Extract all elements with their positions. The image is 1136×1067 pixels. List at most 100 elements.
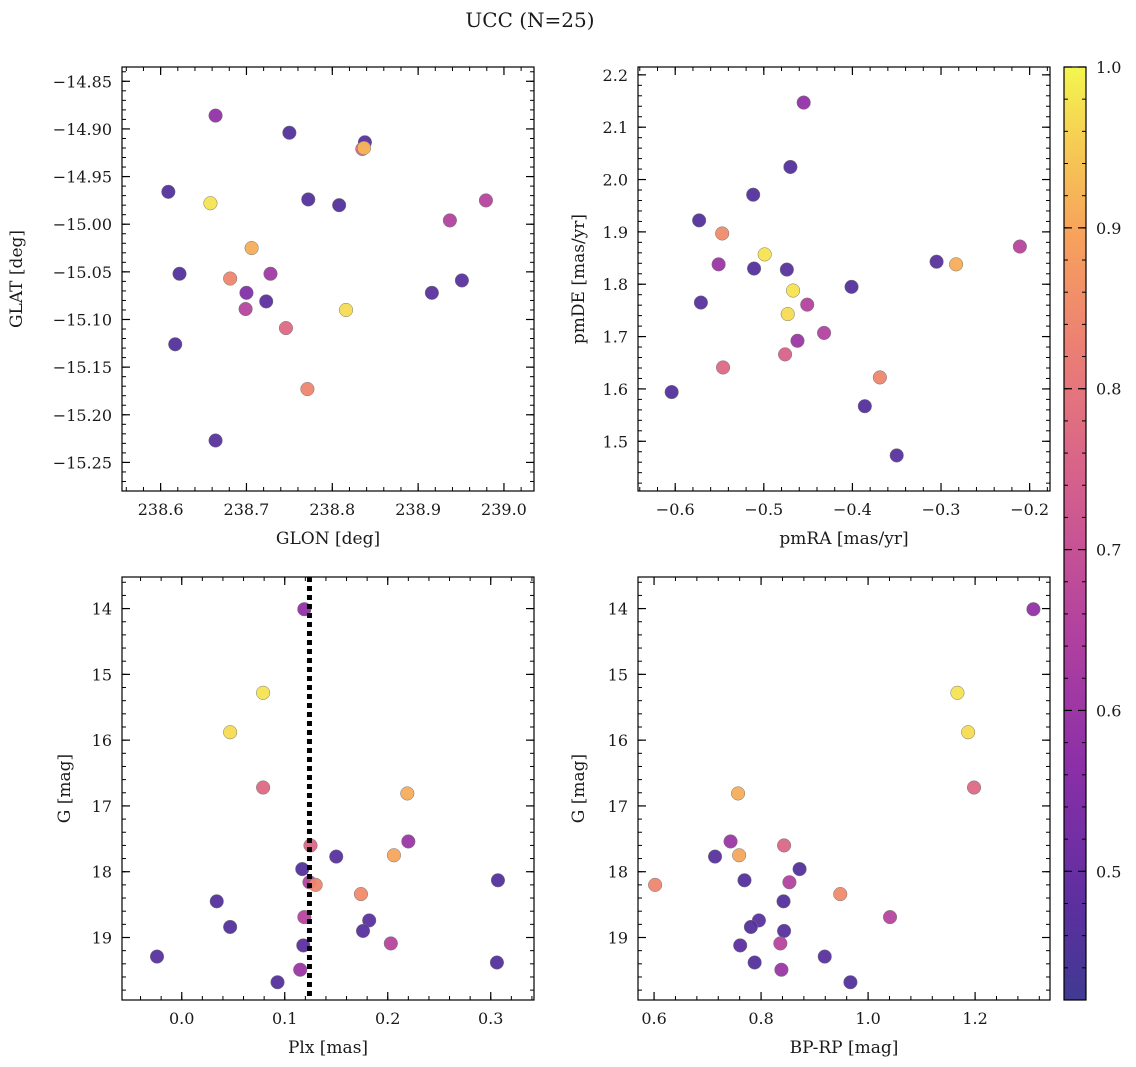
panel-pmra-pmde: −0.6 −0.5 −0.4 −0.3 −0.2 1.5 1.6 1.7 1.8 1.9 2.0 2.… <box>569 66 1051 549</box>
y-tick-label: 1.8 <box>603 275 628 294</box>
data-point <box>843 975 858 990</box>
data-point <box>929 254 944 269</box>
data-point <box>149 949 165 964</box>
data-point <box>386 848 401 863</box>
data-point <box>737 873 752 888</box>
data-point <box>716 360 731 375</box>
colorbar-tick-label: 0.5 <box>1096 862 1121 881</box>
x-tick-label: 238.9 <box>395 500 441 519</box>
y-tick-label: 14 <box>608 600 628 619</box>
data-point <box>239 285 254 300</box>
data-point <box>693 295 708 310</box>
data-point <box>400 786 415 801</box>
data-point <box>263 266 278 281</box>
x-axis-label: pmRA [mas/yr] <box>779 529 908 549</box>
data-point <box>711 257 726 272</box>
data-point <box>777 838 792 853</box>
data-point <box>355 923 371 938</box>
data-point <box>209 894 224 909</box>
data-point <box>715 226 730 241</box>
data-point <box>478 193 493 208</box>
y-tick-label: −14.85 <box>53 72 112 91</box>
data-point <box>844 279 859 294</box>
x-tick-label: −0.6 <box>656 500 695 519</box>
colorbar-tick-label: 0.8 <box>1096 380 1121 399</box>
data-point <box>383 936 398 951</box>
data-point <box>203 196 218 211</box>
y-axis-label: G [mag] <box>55 754 75 823</box>
y-tick-label: −14.95 <box>53 168 112 187</box>
data-point <box>300 381 315 397</box>
y-tick-label: 19 <box>92 929 112 948</box>
plot-frame <box>637 66 1051 492</box>
data-point <box>168 337 183 352</box>
x-tick-label: 238.8 <box>309 500 355 519</box>
data-point <box>782 875 797 890</box>
data-point <box>329 849 344 864</box>
colorbar-gradient <box>1063 66 1087 1001</box>
data-point <box>757 247 772 262</box>
data-point <box>731 786 746 801</box>
data-point <box>424 285 439 300</box>
y-tick-label: −14.90 <box>53 120 112 139</box>
data-point <box>244 240 259 256</box>
colorbar-tick-label: 1.0 <box>1096 58 1121 77</box>
data-point <box>161 184 176 199</box>
data-point <box>442 213 457 228</box>
data-point <box>872 370 887 385</box>
colorbar-tick-label: 0.6 <box>1096 701 1121 720</box>
x-tick-label: 238.6 <box>138 500 184 519</box>
data-point <box>208 108 223 123</box>
data-point <box>256 685 271 700</box>
data-point <box>357 140 372 156</box>
x-axis-label: GLON [deg] <box>276 529 380 549</box>
data-point <box>259 294 274 309</box>
data-point <box>648 877 663 892</box>
data-point <box>282 125 297 140</box>
data-point <box>733 938 748 953</box>
y-tick-label: 1.9 <box>603 223 628 242</box>
data-point <box>664 385 679 400</box>
y-tick-label: 2.1 <box>603 118 628 137</box>
data-point <box>353 887 369 902</box>
data-point <box>238 301 253 317</box>
colorbar: 0.5 0.6 0.7 0.8 0.9 1.0 <box>1063 58 1121 1001</box>
y-tick-label: −15.00 <box>53 215 112 234</box>
data-point <box>223 919 238 935</box>
y-tick-label: 14 <box>92 600 112 619</box>
panel-plx-g: 0.0 0.1 0.2 0.3 14 15 16 17 18 19 Plx [mas] G [mag] <box>55 576 535 1058</box>
y-tick-label: 1.7 <box>603 328 628 347</box>
y-tick-label: 15 <box>92 665 112 684</box>
x-tick-label: 239.0 <box>481 500 527 519</box>
x-axis-label: Plx [mas] <box>288 1038 368 1058</box>
data-point <box>1012 239 1027 254</box>
data-point <box>732 848 747 863</box>
x-tick-label: 238.7 <box>224 500 270 519</box>
data-point <box>338 302 354 318</box>
y-tick-label: −15.20 <box>53 406 112 425</box>
data-point <box>882 910 898 925</box>
data-point <box>692 213 707 228</box>
panel-bprp-g: 0.6 0.8 1.0 1.2 14 15 16 17 18 19 BP-RP [mag] G [ma… <box>569 576 1051 1058</box>
data-point <box>223 271 238 286</box>
x-tick-label: 1.0 <box>855 1009 880 1028</box>
plot-frame <box>121 66 535 492</box>
y-tick-label: 15 <box>608 665 628 684</box>
data-point <box>796 95 811 110</box>
data-point <box>783 159 798 175</box>
data-point <box>800 297 815 312</box>
data-point <box>773 936 788 951</box>
data-point <box>256 780 271 795</box>
y-tick-label: 1.6 <box>603 380 628 399</box>
data-point <box>301 192 316 207</box>
data-point <box>833 887 848 902</box>
y-tick-label: 18 <box>92 863 112 882</box>
x-tick-label: −0.2 <box>1010 500 1049 519</box>
data-point <box>296 938 311 953</box>
x-tick-label: −0.3 <box>922 500 961 519</box>
x-tick-label: −0.4 <box>833 500 872 519</box>
plot-frame <box>637 576 1051 1001</box>
y-tick-label: −15.15 <box>53 358 112 377</box>
data-point <box>889 448 904 463</box>
